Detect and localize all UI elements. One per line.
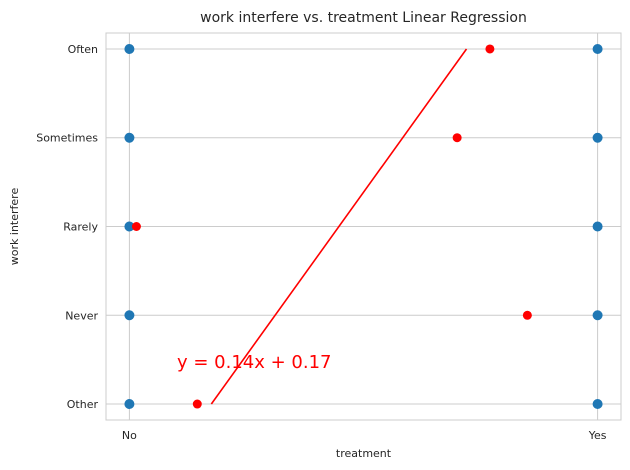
data-point-red [485,44,495,54]
y-tick-label: Other [67,398,99,411]
chart-title: work interfere vs. treatment Linear Regr… [200,10,527,26]
regression-equation: y = 0.14x + 0.17 [177,352,332,373]
data-point-blue [592,310,603,321]
data-point-blue [124,132,135,143]
data-point-blue [124,43,135,54]
data-point-blue [592,43,603,54]
x-axis-title: treatment [336,447,392,460]
data-point-blue [124,310,135,321]
y-tick-label: Sometimes [36,132,98,145]
blue-points [124,43,603,410]
data-point-red [452,133,462,143]
y-tick-label: Never [65,309,98,322]
data-point-blue [124,399,135,410]
data-point-red [131,222,141,231]
red-points [131,44,532,409]
data-point-blue [124,221,135,232]
y-tick-labels: Other Never Rarely Sometimes Often [36,43,98,411]
data-point-blue [592,132,603,143]
y-axis-title: work interfere [8,188,21,266]
x-tick-labels: No Yes [122,429,607,442]
x-tick-label: Yes [588,429,607,442]
plot-frame [105,32,622,421]
x-tick-label: No [122,429,137,442]
regression-line [210,48,468,405]
data-point-blue [592,221,603,232]
data-point-red [522,310,532,320]
data-point-red [192,399,202,409]
y-tick-label: Rarely [63,221,98,234]
data-point-blue [592,399,603,410]
y-tick-label: Often [68,43,98,56]
